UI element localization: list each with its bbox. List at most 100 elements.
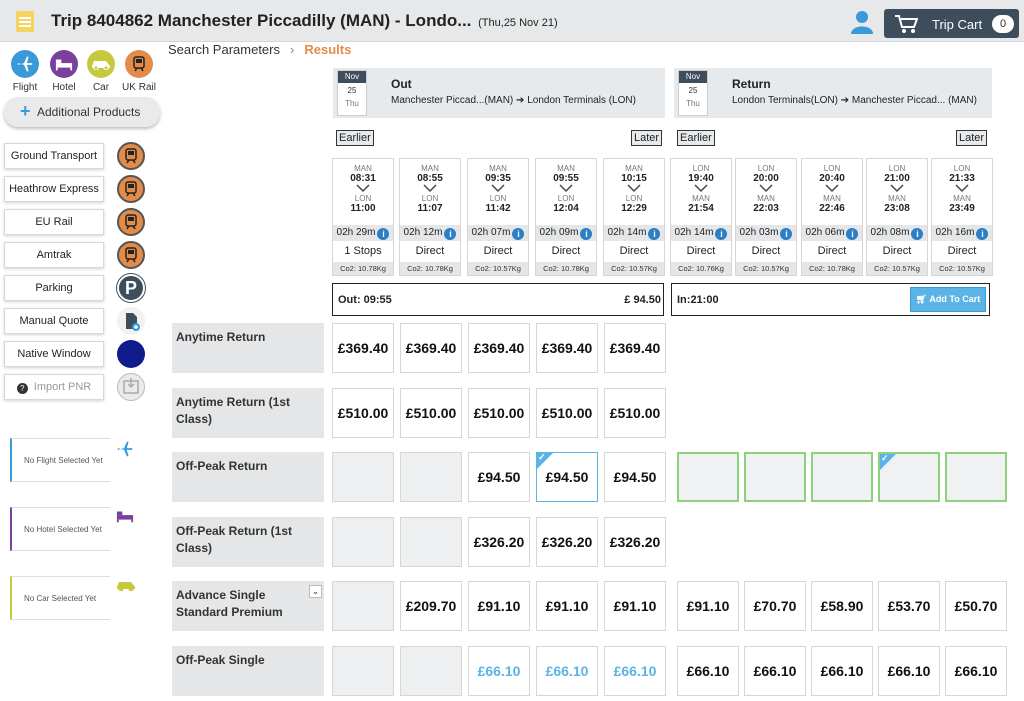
fare-cell-outbound[interactable]: £91.10 (536, 581, 598, 631)
side-button-native-window[interactable]: Native Window (4, 341, 104, 367)
fare-cell-outbound[interactable]: £510.00 (400, 387, 462, 438)
fare-cell-outbound[interactable]: £66.10 (536, 645, 598, 696)
product-hotel[interactable]: Hotel (41, 50, 87, 93)
import-icon[interactable] (117, 373, 145, 401)
fare-cell-outbound[interactable]: £66.10 (604, 645, 666, 696)
fare-cell-outbound[interactable] (332, 452, 394, 502)
inbound-train-option[interactable]: LON 20:00 MAN 22:03 02h 03m i Direct Co2: 10.57… (735, 158, 797, 276)
train-icon[interactable] (117, 241, 145, 269)
fare-cell-return[interactable]: £91.10 (677, 581, 739, 631)
window-icon[interactable] (117, 340, 145, 368)
inbound-train-option[interactable]: LON 21:00 MAN 23:08 02h 08m i Direct Co2: 10.57… (866, 158, 928, 276)
product-uk-rail[interactable]: UK Rail (116, 50, 162, 93)
side-button-ground-transport[interactable]: Ground Transport (4, 143, 104, 169)
fare-cell-return[interactable] (878, 452, 940, 502)
fare-cell-outbound[interactable] (332, 516, 394, 567)
breadcrumb-search-parameters[interactable]: Search Parameters (168, 42, 280, 57)
add-to-cart-button[interactable]: 🛒︎ Add To Cart (910, 287, 986, 312)
side-button-eu-rail[interactable]: EU Rail (4, 209, 104, 235)
fare-cell-outbound[interactable]: £510.00 (536, 387, 598, 438)
fare-cell-outbound[interactable]: £369.40 (604, 323, 666, 373)
fare-cell-outbound[interactable]: £94.50 (468, 452, 530, 502)
parking-icon[interactable]: P (117, 274, 145, 302)
fare-cell-return[interactable] (811, 452, 873, 502)
info-icon[interactable]: i (976, 228, 989, 240)
trip-cart-button[interactable]: Trip Cart 0 (884, 9, 1019, 38)
fare-cell-outbound[interactable]: £94.50 (536, 452, 598, 502)
outbound-train-option[interactable]: MAN 10:15 LON 12:29 02h 14m i Direct Co2: 10.57… (603, 158, 665, 276)
info-icon[interactable]: i (580, 228, 593, 240)
info-icon[interactable]: i (444, 228, 457, 240)
side-button-parking[interactable]: Parking (4, 275, 104, 301)
fare-cell-return[interactable]: £66.10 (744, 645, 806, 696)
side-button-heathrow-express[interactable]: Heathrow Express (4, 176, 104, 202)
outbound-train-option[interactable]: MAN 09:35 LON 11:42 02h 07m i Direct Co2: 10.57… (467, 158, 529, 276)
fare-cell-outbound[interactable]: £369.40 (468, 323, 530, 373)
fare-cell-return[interactable] (677, 452, 739, 502)
info-icon[interactable]: i (846, 228, 859, 240)
departure-time: 09:35 (485, 173, 511, 184)
product-car[interactable]: Car (78, 50, 124, 93)
fare-cell-outbound[interactable]: £209.70 (400, 581, 462, 631)
fare-cell-outbound[interactable]: £94.50 (604, 452, 666, 502)
fare-cell-outbound[interactable] (400, 645, 462, 696)
user-icon[interactable] (851, 10, 873, 34)
info-icon[interactable]: i (648, 228, 661, 240)
info-icon[interactable]: i (377, 228, 390, 240)
fare-cell-return[interactable]: £66.10 (677, 645, 739, 696)
outbound-later-button[interactable]: Later (631, 130, 663, 146)
chevron-down-icon[interactable]: ⌄ (309, 585, 322, 598)
side-button-amtrak[interactable]: Amtrak (4, 242, 104, 268)
fare-cell-return[interactable]: £58.90 (811, 581, 873, 631)
fare-cell-outbound[interactable] (400, 516, 462, 567)
side-button-manual-quote[interactable]: Manual Quote (4, 308, 104, 334)
side-button-label: Manual Quote (19, 315, 89, 327)
departure-time: 21:00 (884, 173, 910, 184)
train-icon[interactable] (117, 142, 145, 170)
info-icon[interactable]: i (911, 228, 924, 240)
info-icon[interactable]: i (715, 228, 728, 240)
fare-cell-outbound[interactable]: £510.00 (468, 387, 530, 438)
fare-cell-outbound[interactable]: £66.10 (468, 645, 530, 696)
fare-cell-outbound[interactable] (332, 581, 394, 631)
fare-cell-return[interactable]: £50.70 (945, 581, 1007, 631)
outbound-train-option[interactable]: MAN 09:55 LON 12:04 02h 09m i Direct Co2: 10.78… (535, 158, 597, 276)
info-icon[interactable]: i (512, 228, 525, 240)
return-later-button[interactable]: Later (956, 130, 988, 146)
fare-cell-return[interactable]: £66.10 (878, 645, 940, 696)
product-flight[interactable]: Flight (2, 50, 48, 93)
outbound-earlier-button[interactable]: Earlier (336, 130, 374, 146)
fare-cell-outbound[interactable]: £326.20 (536, 516, 598, 567)
fare-cell-return[interactable] (945, 452, 1007, 502)
train-icon[interactable] (117, 175, 145, 203)
fare-cell-outbound[interactable]: £326.20 (468, 516, 530, 567)
fare-cell-outbound[interactable]: £510.00 (604, 387, 666, 438)
fare-cell-return[interactable] (744, 452, 806, 502)
inbound-train-option[interactable]: LON 21:33 MAN 23:49 02h 16m i Direct Co2: 10.57… (931, 158, 993, 276)
side-button-import-pnr[interactable]: ? Import PNR (4, 374, 104, 400)
fare-cell-return[interactable]: £70.70 (744, 581, 806, 631)
fare-cell-outbound[interactable]: £369.40 (536, 323, 598, 373)
fare-cell-outbound[interactable]: £369.40 (400, 323, 462, 373)
fare-cell-outbound[interactable] (400, 452, 462, 502)
document-add-icon[interactable] (117, 307, 145, 335)
fare-cell-return[interactable]: £66.10 (811, 645, 873, 696)
arrival-time: 22:03 (753, 203, 779, 214)
fare-cell-return[interactable]: £53.70 (878, 581, 940, 631)
additional-products-button[interactable]: + Additional Products (4, 97, 160, 127)
fare-price: £510.00 (541, 404, 593, 421)
train-icon[interactable] (117, 208, 145, 236)
fare-cell-outbound[interactable]: £369.40 (332, 323, 394, 373)
outbound-train-option[interactable]: MAN 08:31 LON 11:00 02h 29m i 1 Stops Co2: 10.7… (332, 158, 394, 276)
fare-cell-outbound[interactable] (332, 645, 394, 696)
fare-cell-outbound[interactable]: £510.00 (332, 387, 394, 438)
inbound-train-option[interactable]: LON 20:40 MAN 22:46 02h 06m i Direct Co2: 10.78… (801, 158, 863, 276)
outbound-train-option[interactable]: MAN 08:55 LON 11:07 02h 12m i Direct Co2: 10.78… (399, 158, 461, 276)
fare-cell-outbound[interactable]: £91.10 (468, 581, 530, 631)
fare-cell-outbound[interactable]: £91.10 (604, 581, 666, 631)
info-icon[interactable]: i (780, 228, 793, 240)
fare-cell-return[interactable]: £66.10 (945, 645, 1007, 696)
return-earlier-button[interactable]: Earlier (677, 130, 715, 146)
inbound-train-option[interactable]: LON 19:40 MAN 21:54 02h 14m i Direct Co2: 10.76… (670, 158, 732, 276)
fare-cell-outbound[interactable]: £326.20 (604, 516, 666, 567)
